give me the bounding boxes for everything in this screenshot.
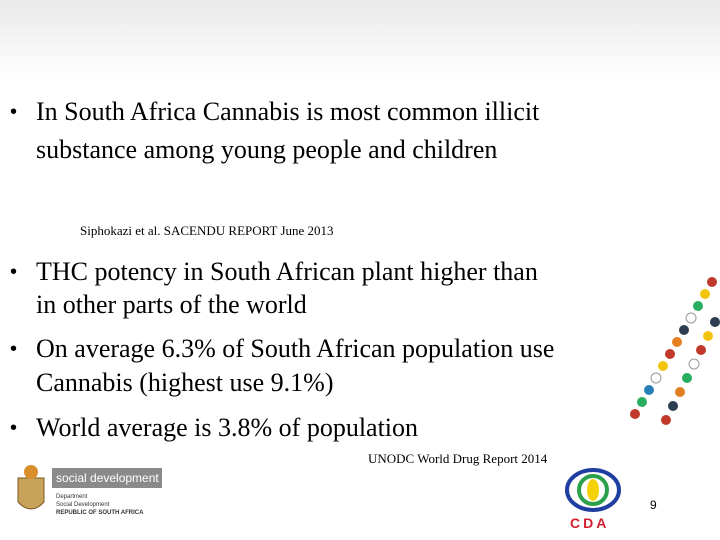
bullet-text: On average 6.3% of South African populat… (36, 334, 555, 363)
coat-of-arms (17, 465, 45, 510)
bullet-text: Cannabis (highest use 9.1%) (36, 368, 334, 397)
beads (630, 277, 720, 425)
citation: Siphokazi et al. SACENDU REPORT June 201… (80, 223, 334, 238)
bullet-text: World average is 3.8% of population (36, 413, 419, 442)
bullet-text: THC potency in South African plant highe… (36, 257, 538, 286)
department: REPUBLIC OF SOUTH AFRICA (56, 510, 144, 516)
cda-logo (565, 468, 621, 512)
bullet-text: In South Africa Cannabis is most common … (36, 97, 540, 126)
bullet-text: substance among young people and childre… (36, 135, 498, 164)
brand: social development (56, 471, 159, 485)
bullet-text: in other parts of the world (36, 290, 307, 319)
partner-logo-text: CDA (570, 515, 610, 531)
page-number: 9 (650, 498, 657, 512)
department: Department (56, 494, 88, 500)
department: Social Development (56, 502, 110, 508)
citation: UNODC World Drug Report 2014 (368, 451, 548, 466)
bullet: • (10, 101, 18, 123)
brand-bar (52, 468, 162, 488)
bullet: • (10, 417, 18, 439)
bullet: • (10, 338, 18, 360)
bullet: • (10, 261, 18, 283)
